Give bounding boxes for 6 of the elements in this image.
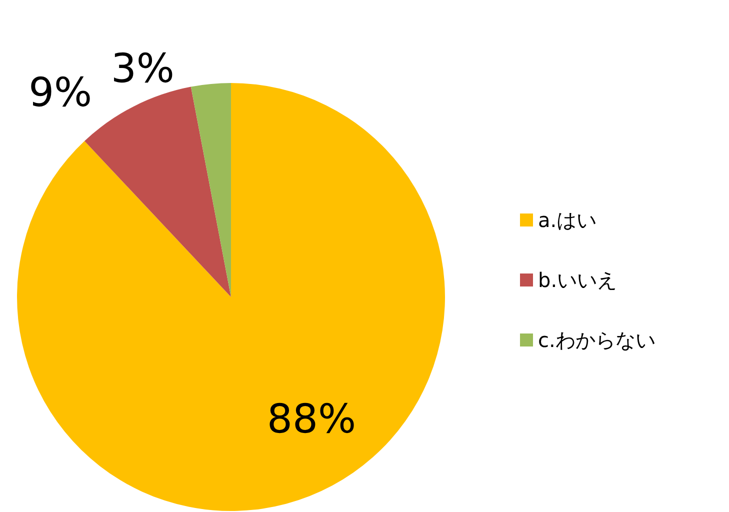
- data-label: 88%: [267, 396, 356, 442]
- legend-label: b.いいえ: [538, 268, 618, 292]
- legend-label: a.はい: [538, 208, 597, 232]
- legend-label: c.わからない: [538, 328, 656, 352]
- data-label: 9%: [28, 70, 92, 116]
- data-label: 3%: [110, 46, 174, 92]
